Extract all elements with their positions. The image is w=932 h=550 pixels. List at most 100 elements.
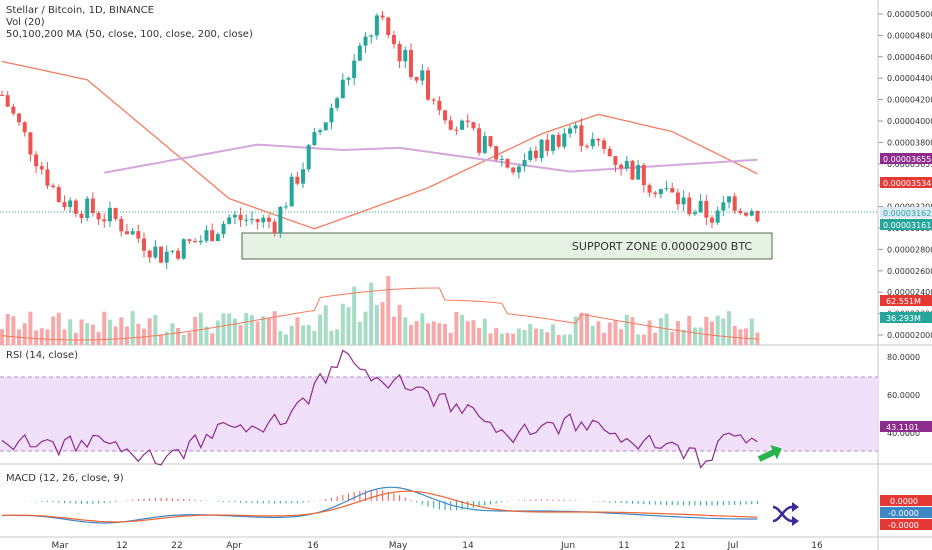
price-tick-label: 0.00004800: [887, 31, 932, 40]
candle-body: [477, 128, 482, 153]
rsi-tick-label: 40.0000: [887, 429, 920, 438]
candle-body: [619, 164, 624, 169]
volume-bar: [215, 320, 220, 345]
volume-bar: [437, 323, 442, 345]
volume-bar: [715, 315, 720, 345]
date-tick-label: 16: [307, 541, 319, 550]
volume-bar: [630, 317, 635, 345]
candle-body: [454, 129, 459, 131]
candle-body: [391, 35, 396, 45]
candle-body: [755, 210, 760, 222]
candle-body: [227, 217, 232, 224]
volume-bar: [323, 305, 328, 345]
candle-body: [0, 94, 4, 96]
date-tick-label: 11: [618, 541, 629, 550]
candle-body: [602, 140, 607, 149]
volume-bar: [34, 330, 39, 345]
rsi-tick-label: 80.0000: [887, 353, 920, 362]
volume-bar: [340, 303, 345, 345]
volume-bar: [482, 318, 487, 345]
date-tick-label: Apr: [226, 541, 242, 550]
badge-rsi: 43.1101: [886, 423, 919, 432]
volume-bar: [710, 321, 714, 345]
volume-bar: [159, 334, 164, 345]
ma200-line: [104, 143, 758, 174]
price-tick-label: 0.00002600: [887, 267, 932, 276]
volume-bar: [596, 321, 601, 345]
volume-bar: [397, 304, 402, 345]
arrow-up-right-icon: [757, 445, 782, 462]
volume-bar: [227, 313, 232, 345]
candle-body: [284, 206, 288, 208]
candle-body: [312, 132, 317, 146]
candle-body: [96, 213, 101, 220]
candle-body: [613, 156, 618, 165]
candle-body: [113, 207, 118, 219]
volume-bar: [85, 323, 90, 345]
candle-body: [323, 122, 328, 131]
candle-body: [585, 145, 590, 147]
badge-close-1: 0.00003162: [883, 209, 931, 218]
chart-title: Stellar / Bitcoin, 1D, BINANCE: [6, 5, 154, 16]
volume-bar: [346, 307, 351, 345]
volume-bar: [312, 331, 317, 345]
volume-bar: [579, 312, 584, 345]
vol-legend: Vol (20): [6, 17, 45, 28]
volume-bar: [39, 328, 44, 345]
ma100-line: [1, 60, 758, 230]
candle-body: [249, 219, 254, 221]
candle-body: [482, 136, 487, 153]
volume-bar: [471, 320, 476, 345]
volume-bar: [443, 323, 448, 345]
volume-bar: [11, 316, 16, 345]
volume-bar: [357, 321, 362, 345]
volume-bar: [249, 315, 254, 345]
candle-body: [255, 219, 260, 223]
price-tick-label: 0.00002800: [887, 245, 932, 254]
volume-bar: [721, 318, 726, 345]
volume-bar: [539, 329, 544, 345]
volume-bar: [153, 315, 158, 345]
candle-body: [460, 120, 465, 130]
badge-macd-3: -0.0000: [888, 521, 919, 530]
candle-body: [494, 146, 499, 160]
candle-body: [408, 49, 413, 78]
candle-body: [306, 145, 311, 170]
volume-bar: [238, 325, 243, 345]
volume-bar: [755, 332, 760, 345]
price-tick-label: 0.00003800: [887, 138, 932, 147]
volume-bar: [550, 324, 555, 345]
volume-bar: [113, 326, 118, 345]
candle-body: [198, 240, 203, 243]
volume-bar: [90, 324, 95, 345]
volume-bar: [386, 275, 391, 345]
price-tick-label: 0.00003655: [887, 160, 932, 169]
candle-body: [386, 17, 391, 36]
candle-body: [550, 134, 555, 151]
volume-bar: [477, 327, 482, 345]
date-tick-label: 14: [462, 541, 474, 550]
volume-bar: [431, 321, 436, 345]
volume-bar: [454, 311, 459, 345]
badge-ma100: 0.00003534: [883, 179, 931, 188]
volume-bar: [403, 317, 408, 345]
badge-volume-ma: 62.551M: [886, 297, 921, 306]
candle-body: [107, 207, 112, 222]
macd-signal-line: [1, 490, 758, 523]
volume-bar: [681, 329, 686, 345]
candle-body: [579, 125, 584, 146]
volume-bar: [244, 313, 249, 345]
candle-body: [670, 188, 675, 193]
candle-body: [352, 60, 357, 79]
volume-bar: [675, 321, 680, 345]
candle-body: [34, 154, 39, 167]
price-tick-label: 0.00002400: [887, 288, 932, 297]
candle-body: [62, 202, 67, 207]
candle-body: [357, 45, 362, 61]
volume-bar: [198, 312, 203, 345]
badge-macd-2: -0.0000: [888, 509, 919, 518]
volume-bar: [545, 332, 550, 345]
volume-bar: [528, 324, 533, 345]
candle-body: [266, 217, 271, 222]
